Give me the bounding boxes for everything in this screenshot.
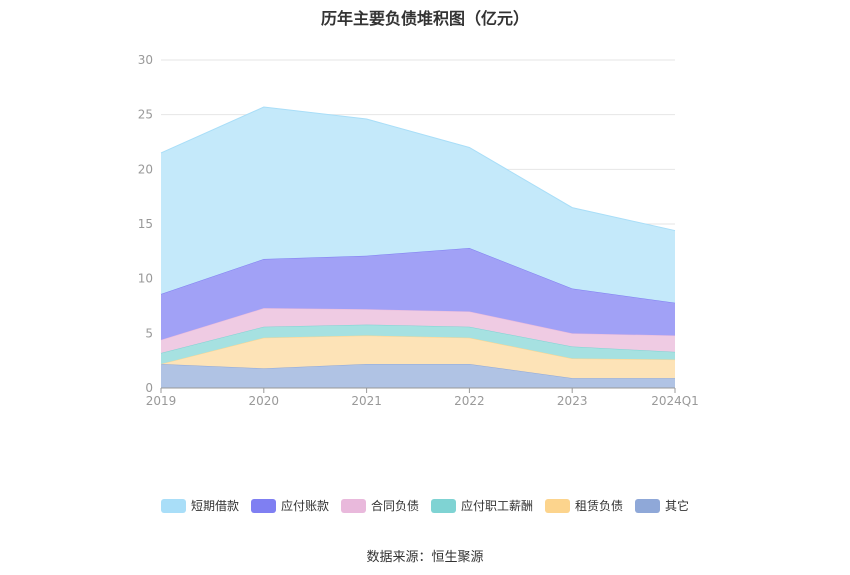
y-tick-label: 10 xyxy=(138,272,153,286)
area-2 xyxy=(161,324,675,364)
area-3 xyxy=(161,308,675,354)
legend-label: 租赁负债 xyxy=(575,499,624,513)
data-source-note: 数据来源：恒生聚源 xyxy=(366,550,484,565)
x-tick-label: 2023 xyxy=(557,394,588,408)
legend-item[interactable]: 合同负债 xyxy=(340,497,419,514)
legend-label: 应付账款 xyxy=(280,499,329,513)
chart-legend: 短期借款 应付账款 合同负债 应付职工薪酬 租赁负债 其它 xyxy=(0,497,850,514)
area-4 xyxy=(161,248,675,340)
legend-item[interactable]: 应付账款 xyxy=(250,497,329,514)
stacked-area-chart: 0 5 10 15 20 25 30 2019 2020 2021 2022 2023 2024Q1 xyxy=(138,53,699,408)
x-tick-label: 2024Q1 xyxy=(651,394,699,408)
legend-swatch xyxy=(545,498,571,513)
y-tick-label: 30 xyxy=(138,53,153,67)
legend-label: 合同负债 xyxy=(370,499,419,513)
series-line-4 xyxy=(160,247,676,304)
x-tick-label: 2022 xyxy=(454,394,485,408)
x-tick-label: 2021 xyxy=(351,394,382,408)
x-tick-label: 2020 xyxy=(249,394,280,408)
legend-swatch xyxy=(160,498,186,513)
y-tick-label: 20 xyxy=(138,162,153,176)
series-line-5 xyxy=(160,106,676,232)
legend-item[interactable]: 应付职工薪酬 xyxy=(431,497,533,514)
legend-swatch xyxy=(431,498,456,513)
y-tick-label: 15 xyxy=(138,217,153,231)
legend-swatch xyxy=(340,498,366,513)
legend-swatch xyxy=(250,498,276,513)
legend-label: 其它 xyxy=(665,499,690,513)
legend-label: 短期借款 xyxy=(190,499,239,513)
x-tick-label: 2019 xyxy=(146,394,177,408)
y-tick-label: 25 xyxy=(138,108,153,122)
legend-item[interactable]: 短期借款 xyxy=(160,497,239,514)
chart-title: 历年主要负债堆积图（亿元） xyxy=(320,9,529,28)
area-0 xyxy=(161,363,675,388)
legend-item[interactable]: 租赁负债 xyxy=(545,497,623,514)
y-tick-label: 5 xyxy=(145,326,153,340)
legend-swatch xyxy=(635,498,661,513)
legend-item[interactable]: 其它 xyxy=(635,497,689,514)
legend-label: 应付职工薪酬 xyxy=(461,499,534,513)
area-5 xyxy=(161,107,675,303)
y-tick-label: 0 xyxy=(145,381,153,395)
area-1 xyxy=(161,335,675,379)
